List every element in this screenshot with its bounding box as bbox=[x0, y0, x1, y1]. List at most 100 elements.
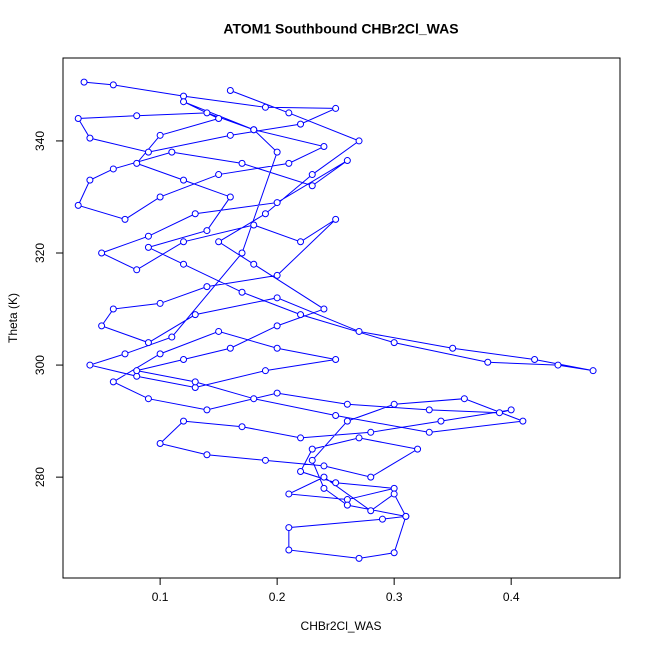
point bbox=[273, 148, 281, 156]
point bbox=[109, 305, 117, 313]
point bbox=[320, 143, 328, 151]
point bbox=[261, 367, 269, 375]
point bbox=[332, 215, 340, 223]
point bbox=[554, 361, 562, 369]
point bbox=[250, 126, 258, 134]
point bbox=[74, 115, 82, 123]
point bbox=[156, 350, 164, 358]
point bbox=[180, 417, 188, 425]
point bbox=[133, 372, 141, 380]
point bbox=[343, 417, 351, 425]
point bbox=[273, 344, 281, 352]
series-line bbox=[77, 81, 594, 559]
point bbox=[86, 361, 94, 369]
point bbox=[203, 406, 211, 414]
point bbox=[250, 221, 258, 229]
point bbox=[437, 417, 445, 425]
point bbox=[144, 243, 152, 251]
point bbox=[226, 131, 234, 139]
point bbox=[226, 193, 234, 201]
point bbox=[367, 428, 375, 436]
point bbox=[355, 137, 363, 145]
y-tick-label: 320 bbox=[33, 243, 47, 263]
point bbox=[460, 395, 468, 403]
x-tick-label: 0.3 bbox=[386, 590, 403, 604]
point bbox=[238, 423, 246, 431]
point bbox=[308, 182, 316, 190]
point bbox=[180, 98, 188, 106]
point bbox=[519, 417, 527, 425]
point bbox=[320, 484, 328, 492]
point bbox=[273, 271, 281, 279]
point bbox=[355, 554, 363, 562]
point bbox=[144, 395, 152, 403]
point bbox=[273, 294, 281, 302]
point bbox=[285, 490, 293, 498]
point bbox=[390, 484, 398, 492]
x-tick-label: 0.2 bbox=[269, 590, 286, 604]
point bbox=[168, 148, 176, 156]
point bbox=[414, 445, 422, 453]
point bbox=[86, 134, 94, 142]
point bbox=[121, 350, 129, 358]
point bbox=[332, 412, 340, 419]
point bbox=[215, 115, 223, 123]
point bbox=[285, 524, 293, 532]
point bbox=[261, 456, 269, 464]
point bbox=[273, 199, 281, 207]
point bbox=[226, 87, 234, 94]
point bbox=[343, 400, 351, 408]
point bbox=[285, 159, 293, 167]
point bbox=[98, 322, 106, 330]
point bbox=[297, 238, 305, 246]
plot-frame bbox=[62, 57, 621, 579]
y-tick-label: 280 bbox=[33, 467, 47, 487]
point bbox=[144, 232, 152, 240]
point bbox=[191, 311, 199, 319]
point bbox=[74, 201, 82, 209]
y-axis-label: Theta (K) bbox=[6, 293, 20, 343]
point bbox=[332, 355, 340, 363]
point bbox=[133, 112, 141, 120]
point bbox=[121, 215, 129, 223]
point bbox=[80, 78, 88, 86]
x-axis-label: CHBr2Cl_WAS bbox=[301, 619, 382, 633]
point bbox=[226, 344, 234, 352]
point bbox=[238, 288, 246, 296]
point bbox=[109, 378, 117, 386]
point bbox=[390, 400, 398, 408]
point bbox=[261, 210, 269, 218]
point bbox=[168, 333, 176, 341]
point bbox=[203, 451, 211, 459]
point bbox=[320, 473, 328, 481]
point bbox=[156, 299, 164, 307]
point bbox=[367, 507, 375, 515]
y-tick-label: 300 bbox=[33, 355, 47, 375]
chart-title: ATOM1 Southbound CHBr2Cl_WAS bbox=[223, 21, 458, 37]
point bbox=[180, 260, 188, 268]
point bbox=[285, 546, 293, 554]
point bbox=[191, 383, 199, 391]
point bbox=[273, 389, 281, 397]
point bbox=[215, 327, 223, 335]
point bbox=[484, 358, 492, 366]
point bbox=[285, 109, 293, 117]
point bbox=[425, 428, 433, 436]
point bbox=[191, 378, 199, 386]
point bbox=[343, 501, 351, 509]
point bbox=[320, 305, 328, 313]
point bbox=[367, 473, 375, 481]
point bbox=[320, 462, 328, 470]
point bbox=[133, 367, 141, 375]
point bbox=[109, 165, 117, 173]
point bbox=[86, 176, 94, 184]
point bbox=[332, 479, 340, 487]
point bbox=[308, 445, 316, 453]
point bbox=[297, 468, 305, 476]
point bbox=[144, 339, 152, 347]
point bbox=[402, 512, 410, 520]
point bbox=[215, 171, 223, 179]
point bbox=[425, 406, 433, 414]
point bbox=[297, 311, 305, 319]
point bbox=[203, 109, 211, 117]
